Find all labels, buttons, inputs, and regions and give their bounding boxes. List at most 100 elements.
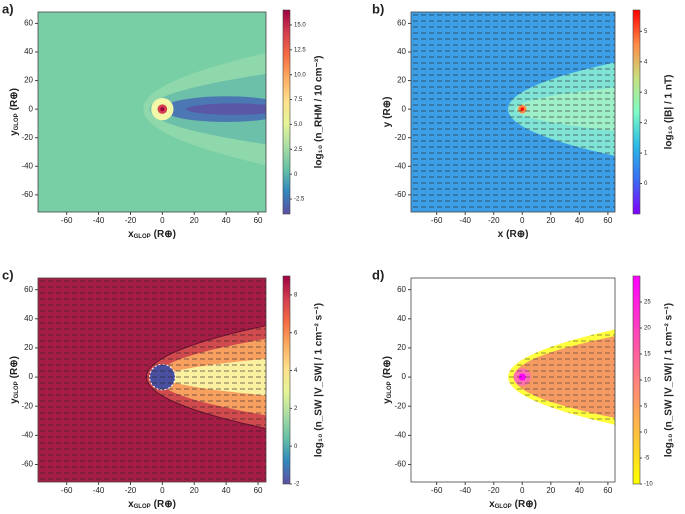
y-tick-label: -40 — [394, 161, 406, 170]
x-axis-label: x (R⊕) — [498, 229, 529, 240]
x-tick-label: -40 — [93, 486, 105, 495]
x-tick-label: -60 — [61, 486, 73, 495]
x-tick-label: 40 — [222, 486, 231, 495]
y-tick-label: 40 — [24, 47, 33, 56]
colorbar — [632, 275, 641, 485]
y-tick-label: 0 — [29, 104, 34, 113]
colorbar-tick-label: 4 — [644, 59, 648, 65]
y-axis-label: yGLOP(R⊕) — [9, 88, 20, 136]
cavity — [513, 336, 615, 418]
plot-frame — [37, 277, 267, 483]
colorbar-tick-label: -5 — [644, 456, 650, 462]
y-tick-label: 20 — [397, 76, 406, 85]
colorbar-label: log₁₀ (n_RHM / 10 cm⁻³) — [314, 56, 325, 169]
y-tick-label: 0 — [29, 372, 34, 381]
colorbar-tick-label: 5 — [644, 29, 648, 35]
colorbar-tick-label: 10 — [644, 378, 651, 384]
colorbar-tick-label: 5 — [644, 404, 648, 410]
y-tick-label: -20 — [21, 133, 33, 142]
y-tick-label: -60 — [394, 460, 406, 469]
colorbar — [282, 275, 291, 485]
colorbar-tick-label: 0 — [294, 444, 298, 450]
panel-label: c) — [2, 267, 14, 282]
y-tick-label: -40 — [394, 430, 406, 439]
plot-frame — [37, 11, 267, 213]
y-axis-label: yGLOP(R⊕) — [382, 356, 393, 404]
x-tick-label: -60 — [431, 216, 443, 225]
colorbar-tick-label: 0 — [644, 430, 648, 436]
x-tick-label: -60 — [61, 216, 73, 225]
colorbar-tick-label: 2 — [294, 406, 298, 412]
x-tick-label: -20 — [125, 216, 137, 225]
x-tick-label: -40 — [459, 216, 471, 225]
y-tick-label: 20 — [24, 76, 33, 85]
colorbar — [282, 9, 291, 215]
colorbar-tick-label: 15.0 — [294, 23, 306, 29]
y-tick-label: 60 — [24, 285, 33, 294]
x-tick-label: 0 — [520, 486, 525, 495]
planet-core — [520, 107, 524, 111]
x-tick-label: 20 — [190, 486, 199, 495]
y-tick-label: 40 — [397, 314, 406, 323]
x-tick-label: 40 — [575, 486, 584, 495]
y-tick-label: 40 — [397, 47, 406, 56]
colorbar-tick-label: -10 — [644, 482, 653, 488]
tail-core — [186, 103, 266, 115]
x-tick-label: 20 — [190, 216, 199, 225]
x-tick-label: 20 — [546, 486, 555, 495]
y-tick-label: 20 — [24, 343, 33, 352]
heatmap-field — [38, 278, 266, 482]
x-axis-label: xGLOP (R⊕) — [128, 229, 176, 240]
y-tick-label: -60 — [394, 190, 406, 199]
colorbar-tick-label: -2 — [294, 482, 300, 488]
colorbar-tick-label: 25 — [644, 300, 651, 306]
y-tick-label: 0 — [402, 104, 407, 113]
x-tick-label: -20 — [488, 216, 500, 225]
y-tick-label: 40 — [24, 314, 33, 323]
colorbar-label: log₁₀ (|B| / 1 nT) — [664, 75, 675, 150]
colorbar-tick-label: -2.5 — [294, 197, 305, 203]
plot-frame — [410, 11, 616, 213]
y-tick-label: -60 — [21, 460, 33, 469]
y-axis-label: yGLOP(R⊕) — [9, 356, 20, 404]
colorbar-tick-label: 7.5 — [294, 97, 303, 103]
planet — [518, 373, 526, 381]
y-tick-label: -20 — [394, 133, 406, 142]
colorbar-tick-label: 2 — [644, 120, 648, 126]
colorbar-tick-label: 20 — [644, 326, 651, 332]
colorbar-tick-label: 6 — [294, 330, 298, 336]
colorbar-tick-label: 5.0 — [294, 122, 303, 128]
y-tick-label: -60 — [21, 190, 33, 199]
y-tick-label: -40 — [21, 161, 33, 170]
colorbar — [632, 9, 641, 215]
colorbar-tick-label: 0 — [644, 181, 648, 187]
x-tick-label: 0 — [520, 216, 525, 225]
x-tick-label: 0 — [160, 486, 165, 495]
heatmap-field — [411, 12, 615, 212]
y-tick-label: 20 — [397, 343, 406, 352]
colorbar-tick-label: 10.0 — [294, 72, 306, 78]
x-tick-label: -40 — [93, 216, 105, 225]
x-tick-label: 60 — [603, 216, 612, 225]
colorbar-tick-label: 15 — [644, 352, 651, 358]
y-tick-label: -20 — [394, 401, 406, 410]
panel-label: a) — [2, 1, 14, 16]
y-tick-label: 0 — [402, 372, 407, 381]
colorbar-tick-label: 4 — [294, 368, 298, 374]
heatmap-field — [38, 12, 266, 212]
x-tick-label: 60 — [254, 486, 263, 495]
heatmap-field — [411, 278, 615, 482]
y-tick-label: 60 — [24, 19, 33, 28]
colorbar-tick-label: 8 — [294, 292, 298, 298]
plot-frame — [410, 277, 616, 483]
y-tick-label: 60 — [397, 19, 406, 28]
y-tick-label: 60 — [397, 285, 406, 294]
bow-inner — [515, 87, 615, 131]
x-tick-label: 20 — [546, 216, 555, 225]
y-tick-label: -20 — [21, 401, 33, 410]
x-axis-label: xGLOP (R⊕) — [128, 499, 176, 509]
planet-core — [160, 107, 165, 112]
x-tick-label: -20 — [488, 486, 500, 495]
x-tick-label: 40 — [575, 216, 584, 225]
